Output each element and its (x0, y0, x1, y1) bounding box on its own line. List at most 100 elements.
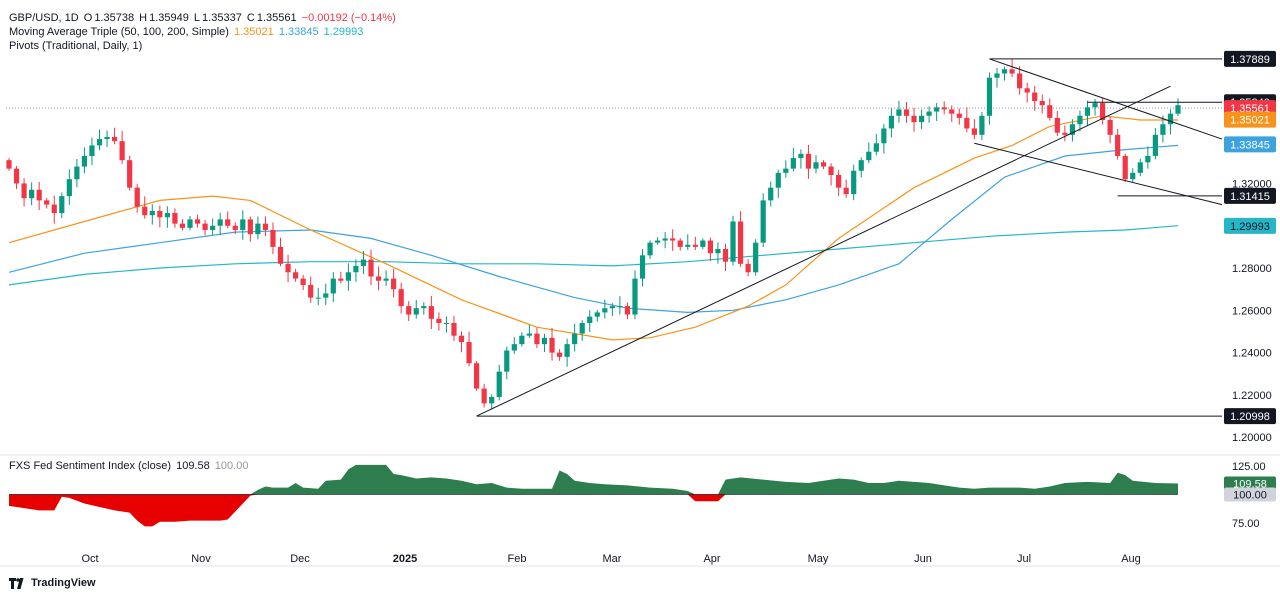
candle-body (277, 246, 284, 264)
candle-body (873, 143, 879, 152)
indicator-legend-label: FXS Fed Sentiment Index (close) (9, 460, 172, 472)
open-label: O (83, 12, 93, 24)
symbol-label: GBP/USD, 1D (9, 12, 79, 24)
ma200-value: 1.29993 (323, 26, 364, 38)
price-tick-label: 1.20000 (1232, 432, 1272, 444)
candle-body (730, 221, 736, 262)
candle-body (353, 265, 359, 273)
price-axis-badge (1224, 187, 1276, 204)
candle-body (210, 225, 216, 230)
ma50-value: 1.35021 (233, 26, 274, 38)
candle-body (820, 162, 827, 167)
price-axis-badge-label: 1.37889 (1230, 54, 1270, 66)
price-axis-badge (1224, 50, 1276, 67)
candle-body (670, 238, 676, 241)
candle-body (1009, 69, 1015, 74)
pivots-legend: Pivots (Traditional, Daily, 1) (9, 40, 144, 53)
sentiment-axis-badge (1224, 487, 1276, 502)
candle-body (496, 371, 502, 398)
candle-body (692, 244, 698, 247)
candle-body (753, 242, 759, 273)
candle-body (768, 187, 774, 201)
candle-body (81, 155, 88, 167)
candle-body (881, 128, 887, 144)
candle-body (549, 337, 555, 353)
candle-body (639, 255, 646, 279)
candle-body (142, 206, 148, 216)
date-tick-label: May (808, 553, 829, 565)
date-tick-label: 2025 (393, 553, 417, 565)
candle-body (172, 213, 178, 224)
candle-body (903, 109, 910, 116)
candle-body (677, 240, 683, 247)
candle-body (368, 259, 374, 277)
candle-body (587, 316, 593, 324)
candle-body (323, 293, 329, 298)
candle-body (994, 73, 1000, 78)
candle-body (1092, 103, 1098, 108)
candle-body (858, 160, 864, 171)
candle-body (700, 240, 706, 247)
candle-body (511, 344, 517, 351)
price-axis-badge-label: 1.29993 (1230, 221, 1270, 233)
candle-body (655, 240, 661, 243)
candle-body (685, 244, 691, 247)
candle-body (986, 77, 993, 116)
candle-body (202, 223, 208, 230)
candle-body (443, 323, 450, 325)
candle-body (308, 284, 314, 298)
date-tick-label: Dec (290, 553, 310, 565)
candle-body (1167, 113, 1174, 125)
candle-body (556, 352, 563, 357)
date-tick-label: Jul (1017, 553, 1031, 565)
candle-body (934, 107, 940, 112)
candle-body (89, 145, 95, 156)
candle-body (489, 397, 495, 404)
candle-body (1084, 107, 1091, 116)
candle-body (466, 342, 472, 364)
candle-body (413, 308, 419, 315)
candle-body (737, 221, 744, 264)
candle-body (66, 179, 72, 197)
candle-body (579, 323, 585, 334)
price-tick-label: 1.26000 (1232, 305, 1272, 317)
date-tick-label: Mar (603, 553, 622, 565)
candle-body (451, 323, 457, 336)
candle-body (745, 263, 751, 273)
candle-body (911, 115, 917, 123)
candle-body (1175, 105, 1181, 114)
candle-body (149, 210, 155, 216)
candle-body (436, 318, 442, 324)
candle-body (866, 151, 872, 161)
candle-body (1130, 172, 1136, 180)
candle-body (44, 200, 50, 205)
candle-body (391, 278, 397, 290)
date-tick-label: Apr (703, 553, 720, 565)
sentiment-axis-badge-label: 100.00 (1233, 489, 1267, 501)
candle-body (6, 160, 12, 169)
candle-body (1047, 105, 1053, 118)
candle-body (300, 278, 306, 285)
candle-body (104, 136, 110, 140)
candle-body (36, 189, 42, 201)
candle-body (240, 219, 246, 230)
candle-body (398, 289, 404, 307)
candle-body (790, 158, 796, 169)
price-axis-badge-label: 1.33845 (1230, 139, 1270, 151)
candle-body (949, 109, 955, 114)
candle-body (836, 174, 842, 188)
price-tick-label: 1.24000 (1232, 348, 1272, 360)
header-legend: GBP/USD, 1D O 1.35738 H 1.35949 L 1.35337 C… (9, 12, 398, 25)
candle-body (194, 219, 201, 224)
price-axis-badge-label: 1.31415 (1230, 191, 1270, 203)
price-axis-badge (1224, 136, 1276, 153)
tradingview-logo[interactable]: TradingView (9, 577, 96, 589)
ma-legend: Moving Average Triple (50, 100, 200, Sim… (9, 26, 365, 39)
indicator-legend: FXS Fed Sentiment Index (close) 109.58 1… (9, 460, 250, 473)
candle-body (1039, 100, 1045, 106)
sentiment-area-positive (9, 464, 1178, 495)
candle-body (602, 308, 608, 313)
candle-body (632, 278, 638, 315)
candle-body (179, 223, 186, 228)
